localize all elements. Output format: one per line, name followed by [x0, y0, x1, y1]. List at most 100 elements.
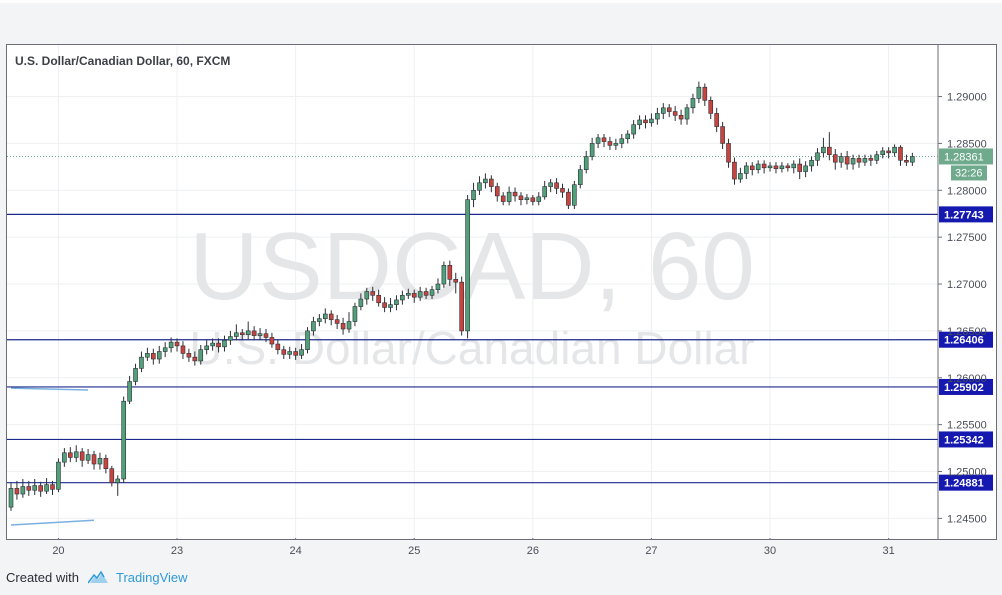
- tradingview-logo-icon[interactable]: [87, 570, 110, 584]
- candle: [133, 363, 138, 386]
- trendline-layer: [10, 387, 95, 526]
- candle: [340, 317, 346, 335]
- candle: [447, 260, 453, 286]
- candle: [38, 481, 43, 497]
- candle: [441, 261, 447, 288]
- candle: [174, 338, 180, 352]
- candle-body: [797, 163, 802, 172]
- candle: [352, 302, 358, 327]
- candle: [346, 312, 352, 333]
- candle: [382, 297, 387, 313]
- candle: [20, 479, 26, 498]
- candle-body: [809, 159, 814, 167]
- candle-body: [281, 349, 287, 355]
- candle-body: [340, 323, 346, 330]
- candle: [388, 298, 393, 313]
- axes-layer: 1.29000 1.28500 1.28000 1.27500 1.27000 1.265…: [57, 45, 987, 539]
- candle-body: [483, 178, 488, 184]
- candle-body: [726, 143, 731, 163]
- footer: Created with TradingView: [6, 567, 188, 587]
- candle: [305, 327, 310, 354]
- candle-body: [85, 454, 91, 461]
- candle: [572, 180, 577, 210]
- candle: [862, 154, 868, 166]
- candle: [868, 154, 874, 166]
- candle-body: [44, 484, 49, 492]
- candle-body: [364, 291, 370, 300]
- candle: [299, 344, 304, 360]
- candle: [364, 287, 370, 305]
- candle: [744, 162, 749, 180]
- candle-body: [91, 454, 97, 465]
- candle: [773, 162, 779, 174]
- candle-body: [827, 146, 832, 155]
- candle: [613, 138, 619, 150]
- candle: [554, 178, 559, 195]
- candle-body: [566, 191, 571, 206]
- candle-body: [352, 306, 358, 322]
- level-label-bg: [939, 431, 993, 448]
- candle: [856, 154, 862, 168]
- candle-body: [494, 186, 500, 197]
- y-tick-label: 1.25500: [947, 420, 987, 432]
- candle: [655, 107, 660, 125]
- candle-body: [732, 161, 737, 180]
- candle: [850, 154, 856, 170]
- candle: [530, 194, 536, 206]
- candle-body: [518, 195, 524, 200]
- candle-body: [192, 356, 198, 362]
- candle-body: [477, 182, 482, 191]
- candle-body: [417, 291, 423, 298]
- candle-body: [821, 146, 826, 154]
- candle-body: [251, 330, 257, 336]
- candle: [406, 288, 411, 300]
- candle-body: [904, 159, 909, 163]
- candle: [8, 482, 14, 511]
- candle-body: [423, 291, 429, 296]
- candle-body: [744, 165, 749, 174]
- countdown-bg: [951, 165, 987, 181]
- candle-body: [287, 351, 293, 355]
- candle-body: [690, 98, 696, 109]
- x-tick-label: 30: [764, 545, 776, 557]
- y-tick-label: 1.25000: [947, 467, 987, 479]
- candle-body: [156, 351, 162, 360]
- chart-panel[interactable]: USDCAD, 60 U.S. Dollar/Canadian Dollar 1…: [6, 44, 997, 540]
- candle-body: [696, 86, 702, 99]
- candle-body: [67, 452, 73, 458]
- candle: [115, 475, 121, 496]
- candle: [560, 183, 565, 198]
- candle: [690, 93, 696, 114]
- candle-body: [97, 458, 103, 465]
- tradingview-link[interactable]: TradingView: [115, 569, 188, 585]
- candle: [844, 150, 850, 170]
- level-label-bg: [939, 474, 993, 491]
- candle: [26, 480, 32, 496]
- candle: [749, 162, 755, 176]
- candle: [50, 480, 55, 495]
- y-tick-label: 1.28000: [947, 185, 987, 197]
- candlestick-chart[interactable]: USDCAD, 60 U.S. Dollar/Canadian Dollar 1…: [7, 45, 996, 539]
- candle-body: [429, 289, 435, 296]
- candle: [429, 285, 435, 300]
- candle: [577, 164, 583, 189]
- candle: [595, 134, 601, 149]
- candle-body: [358, 298, 364, 307]
- candle: [791, 160, 797, 174]
- candle: [44, 478, 49, 495]
- candle: [672, 105, 678, 121]
- candle: [109, 465, 115, 487]
- candle: [483, 173, 488, 189]
- candle-body: [672, 111, 678, 116]
- candle-body: [500, 195, 506, 202]
- x-tick-label: 27: [645, 545, 657, 557]
- candle: [892, 144, 897, 157]
- candle-body: [180, 345, 186, 354]
- candle-body: [844, 156, 850, 165]
- candle: [151, 348, 156, 365]
- candle: [293, 347, 298, 360]
- candle-body: [8, 488, 14, 508]
- candle-body: [204, 345, 209, 350]
- candle-body: [257, 333, 263, 336]
- candle: [821, 137, 826, 158]
